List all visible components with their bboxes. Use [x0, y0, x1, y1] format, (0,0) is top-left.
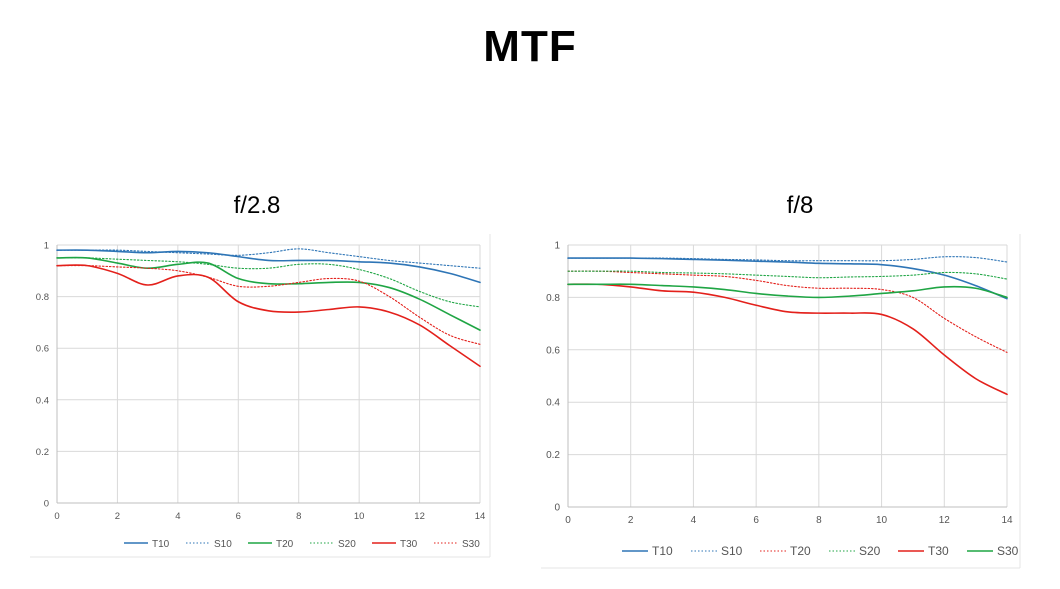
x-tick-label: 6: [753, 515, 759, 526]
x-tick-label: 4: [175, 511, 180, 522]
x-tick-label: 12: [414, 511, 425, 522]
x-tick-label: 0: [565, 515, 571, 526]
x-tick-label: 6: [236, 511, 241, 522]
series-line-s20: [567, 270, 1008, 280]
series-line-s20: [56, 257, 481, 308]
x-tick-label: 12: [939, 515, 951, 526]
legend-label-s30: S30: [462, 539, 480, 550]
legend-label-t20: T20: [276, 539, 294, 550]
legend-label-t20: T20: [790, 544, 811, 558]
y-tick-label: 0.4: [36, 395, 49, 406]
x-tick-label: 10: [354, 511, 365, 522]
legend-label-s20: S20: [338, 539, 356, 550]
x-tick-label: 10: [876, 515, 888, 526]
legend-label-t30: T30: [400, 539, 418, 550]
y-tick-label: 0.4: [546, 398, 560, 409]
x-tick-label: 0: [54, 511, 59, 522]
y-tick-label: 1: [554, 241, 560, 252]
series-line-t10: [567, 257, 1008, 300]
series-line-s10: [56, 248, 481, 269]
y-tick-label: 0.6: [546, 345, 560, 356]
x-tick-label: 8: [816, 515, 822, 526]
legend-label-t10: T10: [652, 544, 673, 558]
chart-right: 0 2 4 6 8 10 12 14 0 0.2 0.4 0.6 0.8 1 T10 S10 T20 S20 T30…: [541, 234, 1021, 569]
series-line-t20: [567, 270, 1008, 353]
x-tick-label: 14: [1001, 515, 1013, 526]
series-line-t20: [56, 256, 481, 331]
y-tick-label: 0.8: [36, 292, 49, 303]
legend-label-s10: S10: [721, 544, 743, 558]
legend-label-t30: T30: [928, 544, 949, 558]
series-line-s10: [567, 256, 1008, 263]
legend-label-s30: S30: [997, 544, 1019, 558]
chart-left: 0 2 4 6 8 10 12 14 0 0.2 0.4 0.6 0.8 1 T10 S10 T20 S20 T30…: [30, 234, 491, 558]
y-tick-label: 1: [44, 241, 49, 252]
legend-label-s10: S10: [214, 539, 232, 550]
series-line-t10: [56, 249, 481, 284]
x-tick-label: 14: [475, 511, 486, 522]
legend-label-s20: S20: [859, 544, 881, 558]
series-line-t30: [567, 283, 1008, 396]
x-tick-label: 4: [691, 515, 697, 526]
y-tick-label: 0.8: [546, 293, 560, 304]
series-line-s30: [567, 283, 1008, 299]
legend-label-t10: T10: [152, 539, 170, 550]
y-tick-label: 0: [44, 499, 49, 510]
chart-title-left: f/2.8: [233, 192, 281, 219]
x-tick-label: 2: [628, 515, 634, 526]
series-line-s30: [56, 264, 481, 345]
y-tick-label: 0.6: [36, 344, 49, 355]
y-tick-label: 0: [554, 503, 560, 514]
x-tick-label: 8: [296, 511, 301, 522]
page-title: MTF: [483, 22, 577, 71]
x-tick-label: 2: [115, 511, 120, 522]
chart-title-right: f/8: [786, 192, 814, 219]
y-tick-label: 0.2: [36, 447, 49, 458]
series-line-t30: [56, 264, 481, 368]
y-tick-label: 0.2: [546, 450, 560, 461]
